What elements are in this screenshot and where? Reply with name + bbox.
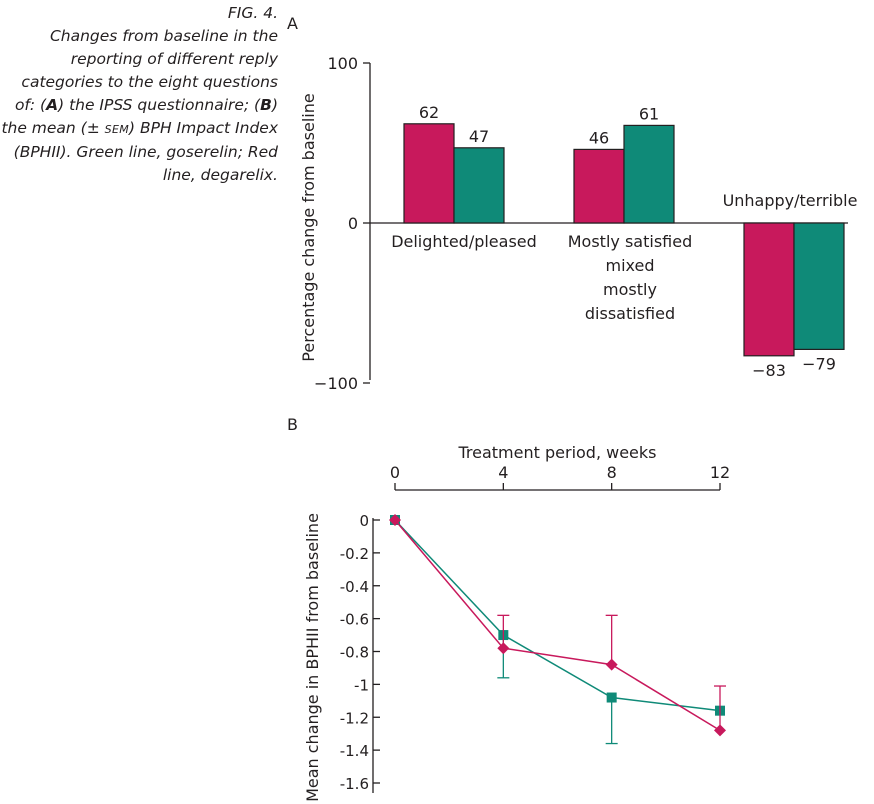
panel-a-bar-value-label: −83 bbox=[752, 361, 786, 380]
panel-b-chart: 0 4 8 12 Treatment period, weeks 0 -0.2 -0.4 -0.… bbox=[303, 443, 730, 802]
panel-b-y-tick-label: -1.6 bbox=[340, 775, 369, 793]
caption-bold-a: A bbox=[46, 96, 59, 114]
panel-a-bar-value-label: 46 bbox=[589, 128, 609, 147]
figure-caption: FIG. 4. Changes from baseline in the rep… bbox=[0, 2, 278, 187]
panel-b-label: B bbox=[287, 415, 298, 434]
panel-a-y-tick-label: 0 bbox=[348, 214, 358, 233]
panel-b-x-tick-label: 0 bbox=[390, 463, 400, 482]
figure-label: FIG. 4. bbox=[227, 4, 278, 22]
panel-a-bar bbox=[403, 123, 455, 224]
caption-bold-b: B bbox=[260, 96, 272, 114]
caption-sem: SEM bbox=[104, 123, 129, 136]
panel-b-x-tick-label: 12 bbox=[710, 463, 730, 482]
panel-a-bar-value-label: −79 bbox=[802, 354, 836, 373]
panel-b-diamond-marker bbox=[389, 514, 401, 526]
panel-a-category-label: dissatisfied bbox=[585, 304, 675, 323]
panel-b-diamond-marker bbox=[497, 642, 510, 655]
panel-b-y-tick-label: -1 bbox=[354, 676, 369, 694]
panel-a-bar bbox=[453, 147, 505, 224]
panel-b-y-tick-label: 0 bbox=[359, 512, 369, 530]
panel-a-bar-value-label: 61 bbox=[639, 104, 659, 123]
panel-a-bar-value-label: 62 bbox=[419, 103, 439, 122]
panel-a-bar bbox=[743, 222, 795, 357]
panel-b-x-tick-label: 8 bbox=[607, 463, 617, 482]
panel-a-category-label: mostly bbox=[603, 280, 657, 299]
caption-text-2: ) the IPSS questionnaire; ( bbox=[58, 96, 261, 114]
panel-a-label: A bbox=[287, 14, 298, 33]
panel-a-category-label: Unhappy/terrible bbox=[723, 191, 858, 210]
panel-b-x-axis-title: Treatment period, weeks bbox=[457, 443, 656, 462]
caption-text-4: ) BPH Impact Index (BPHII). Green line, … bbox=[13, 119, 278, 184]
panel-b-y-tick-label: -0.2 bbox=[340, 545, 369, 563]
panel-b-y-axis-title: Mean change in BPHII from baseline bbox=[303, 513, 322, 802]
panel-a-bar bbox=[623, 124, 675, 224]
caption-text-1: Changes from baseline in the reporting o… bbox=[14, 27, 278, 114]
panel-a-y-axis-title: Percentage change from baseline bbox=[299, 93, 318, 361]
panel-a-category-label: Delighted/pleased bbox=[391, 232, 537, 251]
panel-a-bar bbox=[573, 148, 625, 224]
panel-a-bar bbox=[793, 222, 845, 351]
panel-a-category-label: mixed bbox=[605, 256, 654, 275]
panel-b-x-tick-label: 4 bbox=[498, 463, 508, 482]
panel-a-bar-value-label: 47 bbox=[469, 127, 489, 146]
panel-a-chart: 100 0 −100 Percentage change from baseline 6… bbox=[299, 54, 857, 393]
panel-b-y-tick-label: -0.8 bbox=[340, 644, 369, 662]
panel-b-y-tick-label: -0.4 bbox=[340, 578, 369, 596]
panel-b-square-marker bbox=[606, 692, 617, 703]
panel-a-y-tick-label: −100 bbox=[314, 374, 358, 393]
panel-b-series-line bbox=[394, 519, 721, 712]
panel-b-y-tick-label: -1.4 bbox=[340, 742, 369, 760]
panel-a-category-label: Mostly satisfied bbox=[568, 232, 692, 251]
panel-a-y-tick-label: 100 bbox=[327, 54, 358, 73]
caption-text-3: ) the mean (± bbox=[1, 96, 278, 137]
panel-b-diamond-marker bbox=[605, 658, 618, 671]
panel-b-y-tick-label: -1.2 bbox=[340, 709, 369, 727]
panel-b-series-line bbox=[394, 519, 721, 732]
panel-b-y-tick-label: -0.6 bbox=[340, 611, 369, 629]
panel-b-diamond-marker bbox=[714, 724, 726, 737]
